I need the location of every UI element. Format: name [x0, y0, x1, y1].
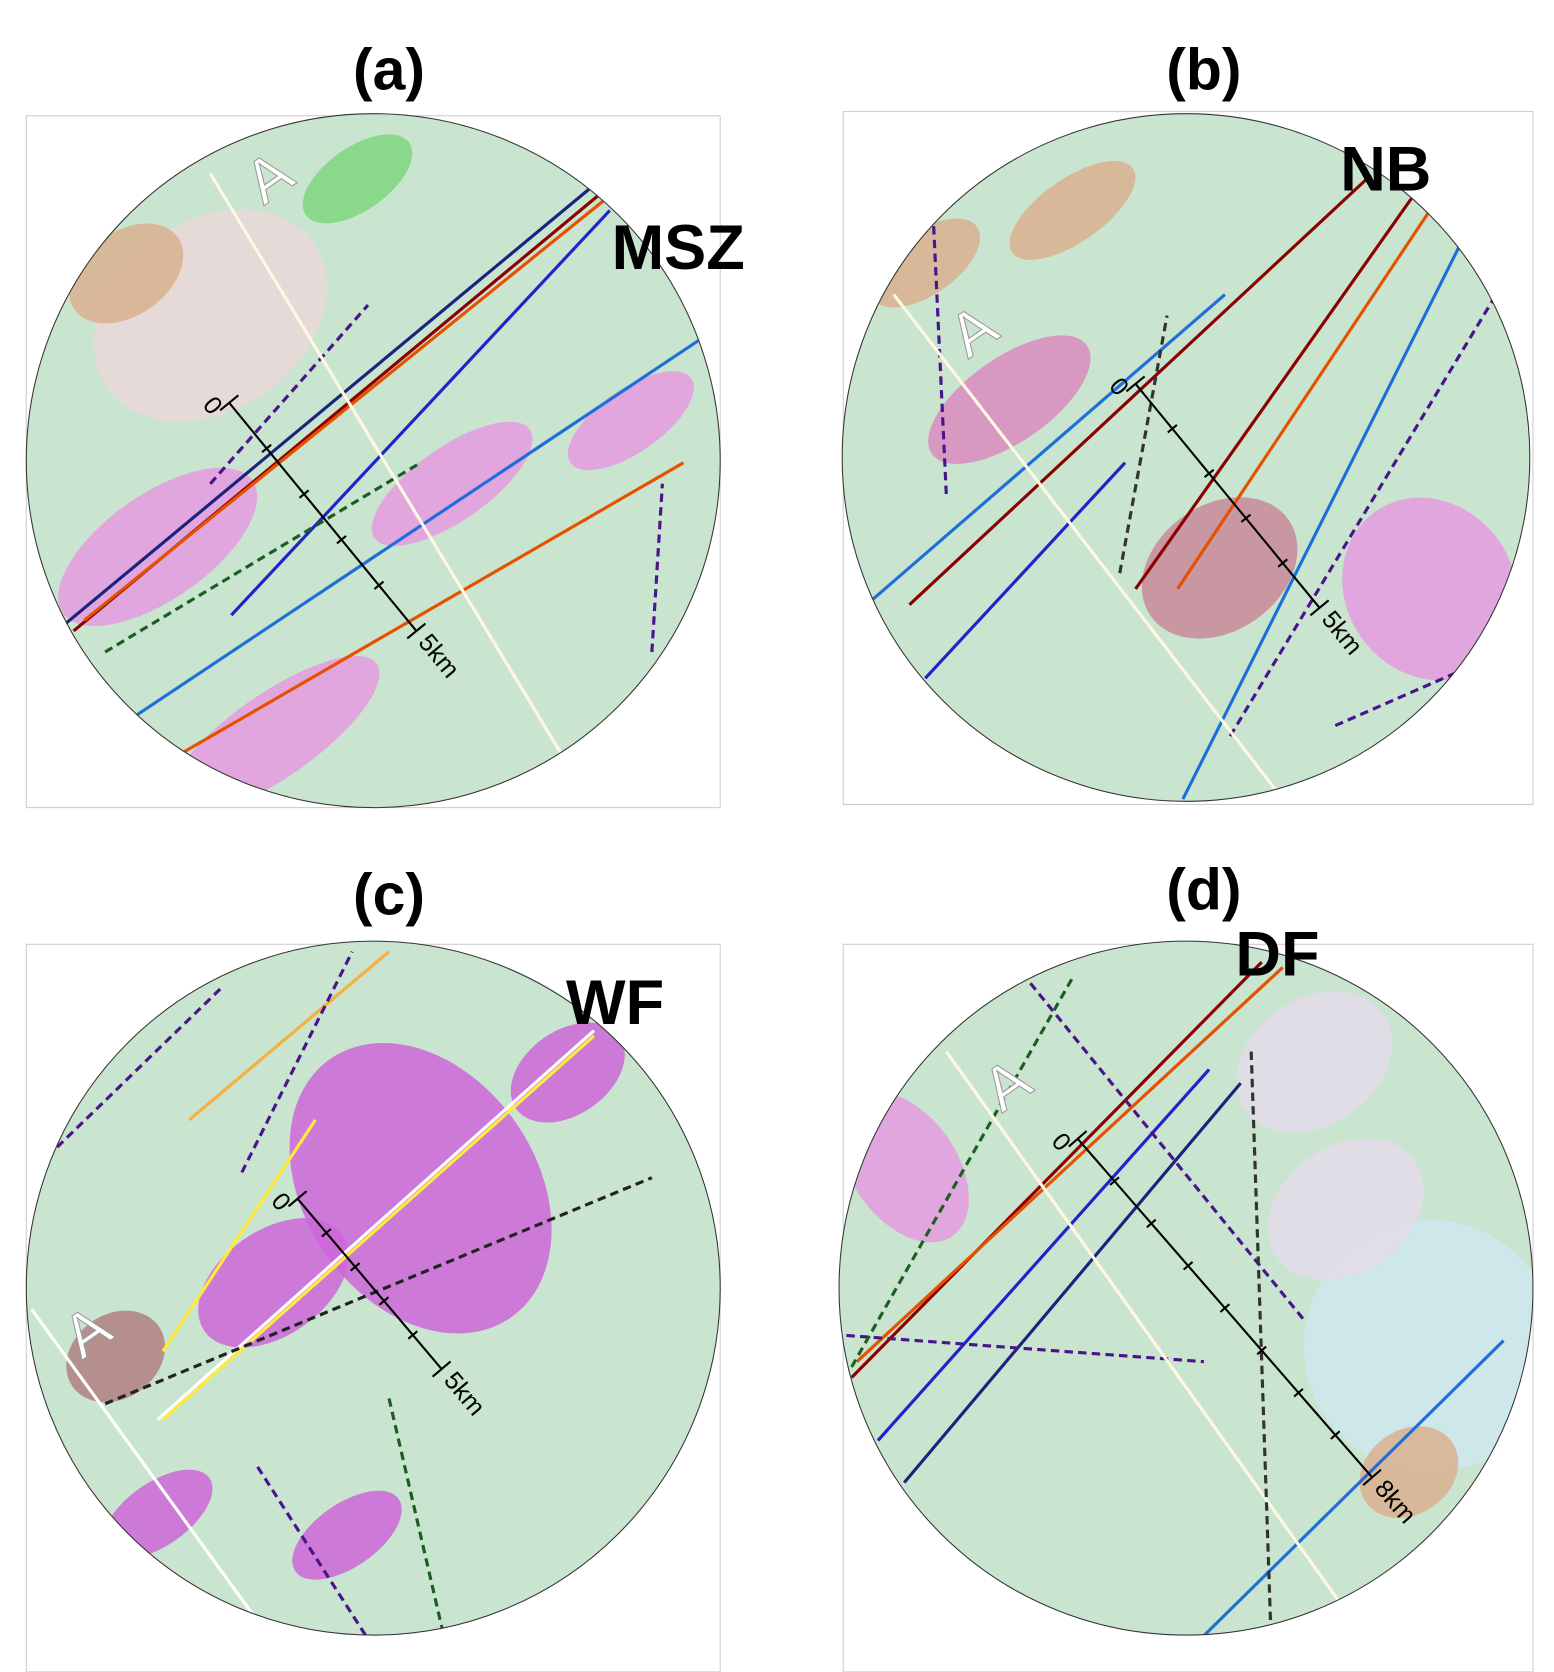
figure: (a)MSZA05km(b)NBA05km(c)WFA05km(d)DFA08k…: [0, 0, 1554, 1672]
panel-label: (d): [1166, 857, 1241, 922]
feature-label: MSZ: [612, 213, 745, 283]
feature-label: WF: [566, 968, 664, 1038]
panel-label: (b): [1166, 37, 1241, 102]
panel-label: (c): [353, 863, 425, 928]
feature-label: DF: [1235, 920, 1319, 990]
panel-label: (a): [353, 37, 425, 102]
feature-label: NB: [1340, 134, 1431, 204]
